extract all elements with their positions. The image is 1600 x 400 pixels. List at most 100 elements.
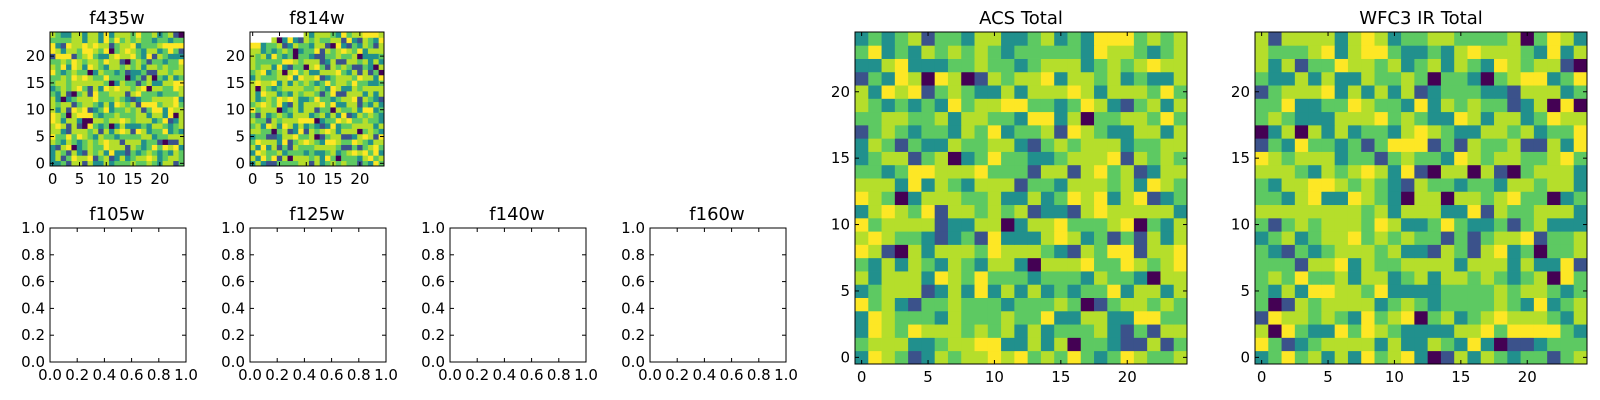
heatmap-cell — [947, 350, 962, 365]
heatmap-cell — [921, 257, 936, 272]
y-tick-label: 0.6 — [221, 273, 245, 291]
heatmap-cell — [108, 133, 115, 140]
heatmap-cell — [1094, 111, 1108, 126]
heatmap-cell — [1308, 124, 1322, 139]
heatmap-cell — [1281, 297, 1296, 312]
heatmap-cell — [1401, 124, 1415, 139]
heatmap-cell — [141, 112, 147, 119]
heatmap-cell — [260, 64, 267, 70]
heatmap-cell — [146, 144, 153, 151]
heatmap-cell — [341, 58, 347, 65]
heatmap-cell — [1454, 111, 1468, 126]
heatmap-cell — [1467, 178, 1482, 192]
heatmap-cell — [1080, 271, 1095, 285]
heatmap-cell — [1480, 124, 1495, 139]
heatmap-cell — [92, 139, 99, 145]
heatmap-cell — [346, 112, 353, 119]
heatmap-cell — [108, 160, 115, 167]
heatmap-cell — [1001, 178, 1015, 192]
heatmap-cell — [167, 160, 174, 167]
heatmap-cell — [894, 191, 909, 206]
heatmap-cell — [250, 69, 256, 76]
heatmap-cell — [1334, 350, 1349, 365]
heatmap-cell — [362, 139, 369, 145]
heatmap-cell — [1014, 204, 1029, 219]
heatmap-cell — [282, 128, 288, 135]
heatmap-cell — [367, 74, 374, 81]
heatmap-cell — [1268, 350, 1282, 365]
heatmap-cell — [50, 37, 56, 44]
heatmap-cell — [1321, 297, 1336, 312]
heatmap-cell — [108, 96, 115, 103]
heatmap-cell — [1494, 350, 1508, 365]
heatmap-cell — [346, 117, 353, 124]
heatmap-cell — [266, 117, 272, 124]
heatmap-cell — [50, 96, 56, 103]
heatmap-cell — [1361, 284, 1375, 298]
heatmap-cell — [292, 139, 299, 145]
heatmap-cell — [1387, 58, 1402, 73]
heatmap-cell — [894, 164, 909, 179]
heatmap-cell — [141, 90, 147, 97]
heatmap-cell — [961, 191, 975, 206]
heatmap-cell — [146, 160, 153, 167]
heatmap-cell — [135, 112, 142, 119]
heatmap-cell — [934, 271, 949, 285]
heatmap-cell — [1547, 124, 1561, 139]
heatmap-cell — [1401, 58, 1415, 73]
heatmap-cell — [908, 45, 922, 59]
x-tick-label: 0 — [48, 170, 58, 188]
heatmap-cell — [1374, 124, 1389, 139]
heatmap-cell — [151, 117, 158, 124]
heatmap-cell — [1480, 257, 1495, 272]
heatmap-cell — [146, 155, 153, 162]
heatmap-cell — [908, 257, 922, 272]
heatmap-cell — [71, 85, 78, 92]
heatmap-cell — [135, 144, 142, 151]
heatmap-cell — [1387, 337, 1402, 352]
heatmap-cell — [1294, 284, 1309, 298]
x-tick-label: 0.4 — [492, 366, 516, 384]
heatmap-cell — [325, 32, 331, 38]
heatmap-cell — [362, 85, 369, 92]
heatmap-cell — [173, 112, 180, 119]
heatmap-cell — [362, 101, 369, 108]
heatmap-cell — [1440, 138, 1455, 152]
x-tick-label: 0.6 — [720, 366, 744, 384]
heatmap-cell — [141, 107, 147, 113]
heatmap-cell — [119, 69, 126, 76]
heatmap-cell — [108, 149, 115, 156]
x-tick-label: 5 — [1323, 368, 1333, 386]
heatmap-cell — [60, 117, 67, 124]
heatmap-cell — [1040, 310, 1055, 325]
heatmap-cell — [60, 48, 67, 54]
heatmap-cell — [1094, 45, 1108, 59]
heatmap-cell — [276, 85, 283, 92]
heatmap-cell — [367, 139, 374, 145]
heatmap-cell — [146, 64, 153, 70]
heatmap-cell — [335, 53, 342, 60]
heatmap-cell — [298, 144, 304, 151]
heatmap-cell — [1094, 58, 1108, 73]
heatmap-cell — [378, 42, 385, 49]
heatmap-cell — [1255, 85, 1269, 99]
heatmap-cell — [1467, 71, 1482, 86]
heatmap-cell — [1054, 98, 1068, 113]
heatmap-cell — [1173, 257, 1188, 272]
heatmap-cell — [76, 58, 83, 65]
heatmap-cell — [367, 37, 374, 44]
heatmap-cell — [378, 74, 385, 81]
heatmap-cell — [135, 133, 142, 140]
heatmap-cell — [378, 85, 385, 92]
heatmap-cell — [1427, 271, 1442, 285]
heatmap-cell — [1361, 310, 1375, 325]
heatmap-cell — [292, 144, 299, 151]
heatmap-cell — [1133, 45, 1148, 59]
heatmap-cell — [55, 69, 62, 76]
heatmap-cell — [1281, 271, 1296, 285]
heatmap-cell — [1133, 231, 1148, 245]
heatmap-cell — [1467, 231, 1482, 245]
heatmap-cell — [266, 107, 272, 113]
heatmap-cell — [1160, 204, 1175, 219]
